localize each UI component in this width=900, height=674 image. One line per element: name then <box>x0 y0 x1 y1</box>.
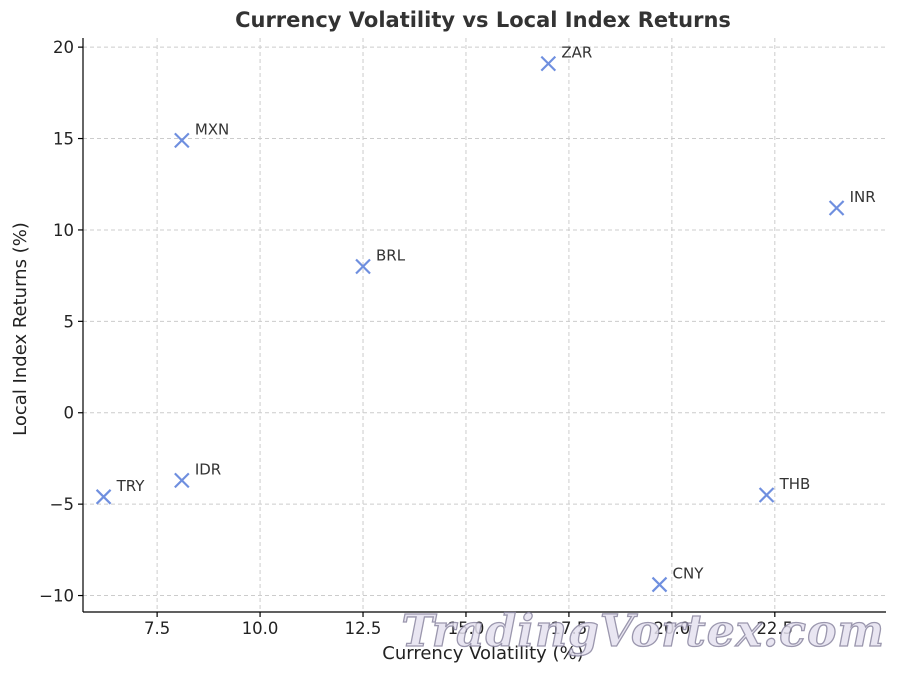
x-axis-label: Currency Volatility (%) <box>382 643 583 664</box>
chart-title: Currency Volatility vs Local Index Retur… <box>235 8 731 32</box>
watermark-logo: TradingVortex.com <box>401 606 885 657</box>
points-layer: MXN ZAR INR BRL TRY IDR THB CNY <box>95 44 876 593</box>
point-label: THB <box>779 475 811 493</box>
x-tick-label: 7.5 <box>144 619 170 638</box>
x-tick-label: 12.5 <box>345 619 382 638</box>
point-marker <box>828 200 845 216</box>
y-tick-label: 10 <box>53 221 74 240</box>
point-marker <box>95 489 112 505</box>
point-marker <box>355 258 371 275</box>
data-point-cny: CNY <box>651 565 705 593</box>
point-label: IDR <box>195 460 221 478</box>
ticks-layer: 7.5 10.0 12.5 15.0 17.5 20.0 22.5 −10 −5 0 5 10 15 20 <box>39 38 793 638</box>
data-point-try: TRY <box>95 477 146 505</box>
data-point-mxn: MXN <box>174 120 229 149</box>
y-tick-label: 5 <box>64 312 75 331</box>
x-tick-label: 17.5 <box>551 619 588 638</box>
x-tick-label: 10.0 <box>242 619 279 638</box>
y-tick-label: 0 <box>64 404 75 423</box>
x-tick-label: 15.0 <box>448 619 485 638</box>
data-point-inr: INR <box>828 188 876 216</box>
point-marker <box>540 55 557 72</box>
point-label: MXN <box>195 120 229 138</box>
data-point-brl: BRL <box>355 247 406 275</box>
y-tick-label: 20 <box>53 38 74 57</box>
data-point-idr: IDR <box>174 460 221 489</box>
point-marker <box>174 132 190 149</box>
y-tick-label: −10 <box>39 587 74 606</box>
point-marker <box>651 576 668 593</box>
axes-layer <box>82 38 886 613</box>
point-label: TRY <box>116 477 146 495</box>
y-tick-label: −5 <box>50 495 74 514</box>
point-marker <box>758 487 775 503</box>
y-axis-label: Local Index Returns (%) <box>10 222 31 436</box>
point-label: BRL <box>376 247 406 265</box>
point-marker <box>174 472 190 489</box>
point-label: ZAR <box>561 44 592 62</box>
x-tick-label: 20.0 <box>653 619 690 638</box>
y-tick-label: 15 <box>53 130 74 149</box>
grid-layer <box>83 38 886 612</box>
data-point-thb: THB <box>758 475 811 503</box>
x-tick-label: 22.5 <box>756 619 793 638</box>
data-point-zar: ZAR <box>540 44 592 72</box>
point-label: INR <box>850 188 876 206</box>
point-label: CNY <box>673 565 705 583</box>
